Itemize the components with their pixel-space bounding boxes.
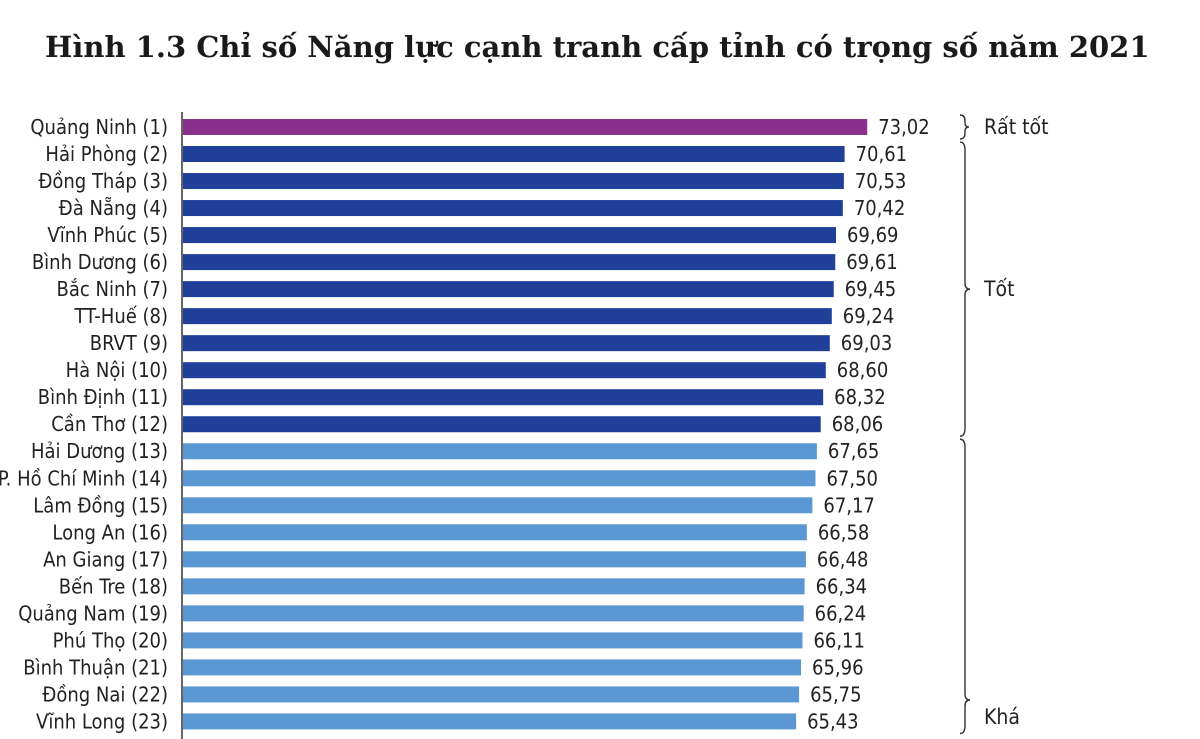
category-label: TP. Hồ Chí Minh (14) [0,466,168,490]
value-label: 67,50 [826,466,878,490]
bar [183,416,821,433]
category-label: Hải Phòng (2) [45,142,168,166]
bar [183,659,802,676]
bar [183,524,807,541]
bar [183,686,800,703]
bar [183,578,805,595]
group-bracket [959,438,971,735]
value-label: 65,96 [812,655,864,679]
group-bracket [959,114,970,140]
category-label: Cần Thơ (12) [51,412,168,436]
group-bracket [959,141,971,437]
category-labels: Quảng Ninh (1) Hải Phòng (2) Đồng Tháp (3)… [0,115,168,733]
bar [183,254,836,271]
value-label: 69,24 [843,304,895,328]
value-label: 68,32 [834,385,886,409]
value-label: 69,69 [847,223,899,247]
category-label: Quảng Ninh (1) [30,115,168,139]
bar [183,497,813,514]
category-label: Đồng Nai (22) [42,682,168,706]
value-label: 70,61 [856,142,908,166]
category-label: An Giang (17) [43,547,168,571]
value-label: 70,42 [854,196,906,220]
category-label: TT-Huế (8) [74,304,169,328]
value-label: 67,65 [828,439,880,463]
group-brackets: Rất tốt Tốt Khá [959,114,1048,735]
category-label: Bình Định (11) [38,385,168,409]
category-label: Long An (16) [52,520,168,544]
value-label: 67,17 [823,493,875,517]
category-label: Đà Nẵng (4) [59,196,168,220]
category-label: Vĩnh Long (23) [36,709,168,733]
category-label: Vĩnh Phúc (5) [47,223,168,247]
value-label: 65,75 [810,682,862,706]
value-label: 68,60 [837,358,889,382]
value-label: 73,02 [878,115,930,139]
bar [183,551,806,568]
bar [183,389,824,406]
bar [183,200,843,217]
category-label: Bình Dương (6) [32,250,168,274]
value-label: 69,45 [845,277,897,301]
group-label: Rất tốt [984,115,1048,139]
bar [183,632,803,649]
value-label: 69,03 [841,331,893,355]
bars-group [183,119,868,730]
bar [183,281,834,298]
value-label: 66,11 [813,628,865,652]
category-label: Hà Nội (10) [66,358,168,382]
bar [183,308,832,325]
value-label: 68,06 [832,412,884,436]
bar [183,605,804,622]
value-label: 66,24 [815,601,867,625]
group-label: Khá [984,705,1020,729]
bar [183,146,845,163]
bar [183,173,844,190]
category-label: Quảng Nam (19) [18,601,168,625]
bar [183,470,816,487]
category-label: Hải Dương (13) [31,439,168,463]
category-label: Phú Thọ (20) [53,628,168,652]
bar [183,227,836,244]
category-label: Đồng Tháp (3) [38,169,168,193]
value-label: 69,61 [846,250,898,274]
value-labels: 73,02 70,61 70,53 70,42 69,69 69,61 69,45 69,24… [807,115,930,733]
group-label: Tốt [983,277,1015,301]
value-label: 66,58 [818,520,870,544]
value-label: 65,43 [807,709,859,733]
category-label: Bình Thuận (21) [23,655,168,679]
chart-title: Hình 1.3 Chỉ số Năng lực cạnh tranh cấp … [45,30,1150,64]
category-label: BRVT (9) [90,331,168,355]
bar [183,443,817,460]
category-label: Lâm Đồng (15) [33,493,168,517]
bar [183,119,868,135]
category-label: Bắc Ninh (7) [57,277,168,301]
value-label: 66,48 [817,547,869,571]
value-label: 66,34 [816,574,868,598]
value-label: 70,53 [855,169,907,193]
bar [183,362,826,379]
bar [183,713,797,730]
category-label: Bến Tre (18) [59,574,168,598]
bar [183,335,830,352]
